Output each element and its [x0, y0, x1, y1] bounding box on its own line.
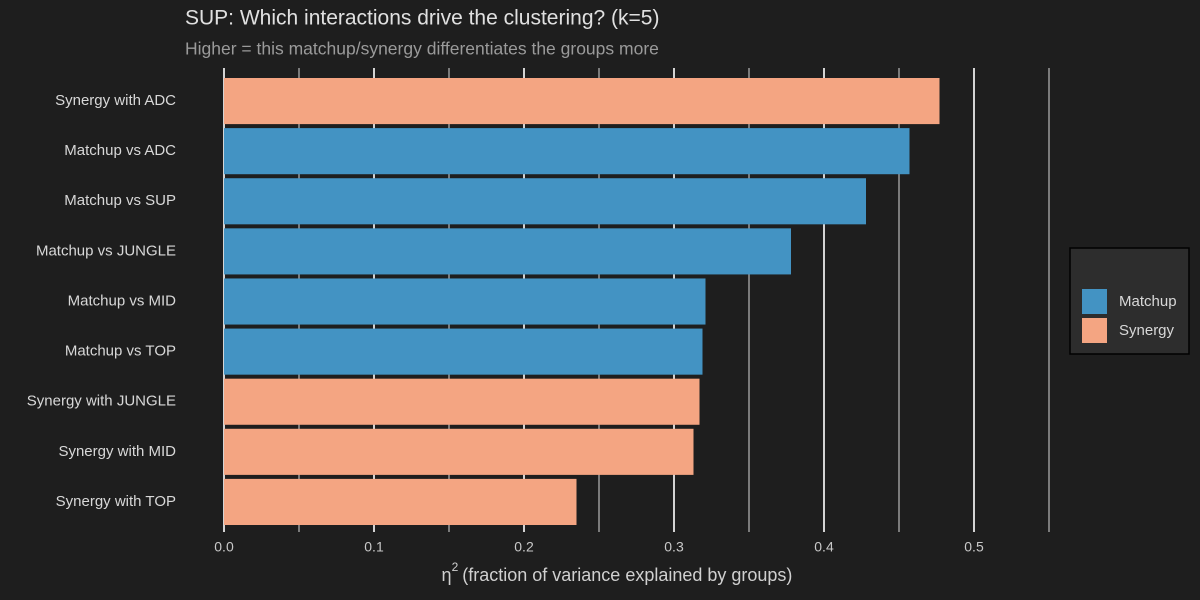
- bar: [224, 128, 910, 175]
- x-tick-label: 0.1: [364, 539, 384, 555]
- chart-title: SUP: Which interactions drive the cluste…: [185, 7, 659, 30]
- x-axis-symbol: η: [442, 565, 452, 585]
- bar: [224, 478, 577, 525]
- bar: [224, 178, 866, 225]
- x-axis-superscript: 2: [452, 560, 459, 574]
- legend-key: [1082, 318, 1107, 343]
- bar: [224, 428, 694, 475]
- y-tick-label: Matchup vs ADC: [64, 142, 176, 159]
- legend-label: Synergy: [1119, 322, 1175, 339]
- bar: [224, 328, 703, 375]
- legend-key: [1082, 289, 1107, 314]
- x-tick-label: 0.4: [814, 539, 834, 555]
- x-tick-label: 0.5: [964, 539, 984, 555]
- y-tick-label: Matchup vs MID: [68, 292, 177, 309]
- x-tick-label: 0.3: [664, 539, 684, 555]
- y-tick-label: Synergy with MID: [58, 443, 176, 460]
- x-axis-text: (fraction of variance explained by group…: [462, 565, 792, 585]
- bar: [224, 378, 700, 425]
- legend-label: Matchup: [1119, 293, 1177, 310]
- y-tick-label: Synergy with TOP: [56, 493, 176, 510]
- bar: [224, 78, 940, 125]
- bar: [224, 278, 706, 325]
- y-tick-label: Matchup vs SUP: [64, 192, 176, 209]
- y-tick-label: Synergy with ADC: [55, 92, 176, 109]
- y-tick-label: Synergy with JUNGLE: [27, 393, 176, 410]
- y-tick-label: Matchup vs TOP: [65, 343, 176, 360]
- x-axis-label: η2 (fraction of variance explained by gro…: [442, 560, 793, 585]
- x-tick-label: 0.0: [214, 539, 234, 555]
- x-tick-label: 0.2: [514, 539, 534, 555]
- y-tick-label: Matchup vs JUNGLE: [36, 242, 176, 259]
- chart-subtitle: Higher = this matchup/synergy differenti…: [185, 39, 659, 59]
- bar: [224, 228, 791, 275]
